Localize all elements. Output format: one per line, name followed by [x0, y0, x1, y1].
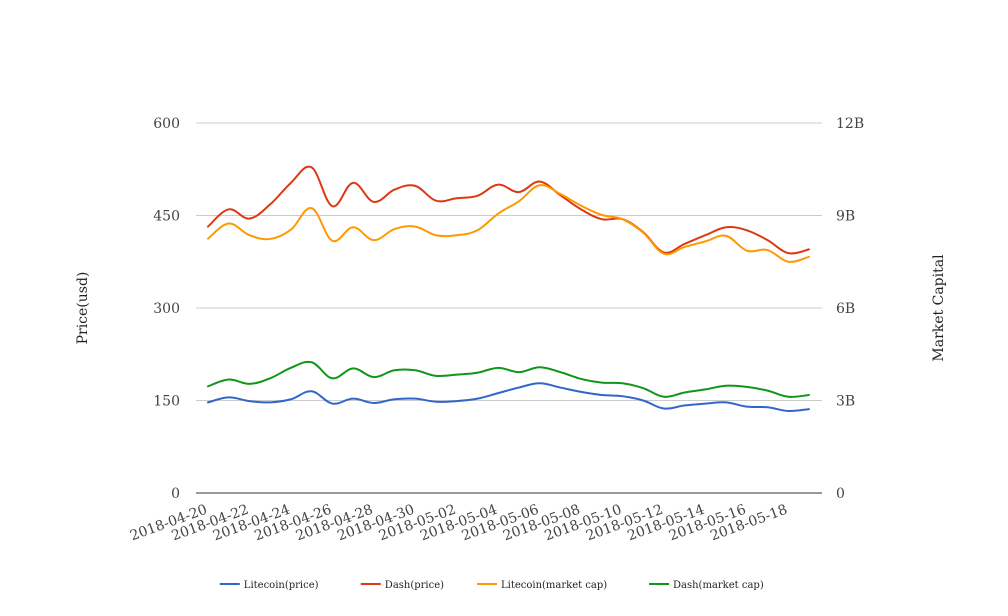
left-tick-label: 300 — [153, 301, 180, 317]
left-axis-title: Price(usd) — [75, 272, 91, 345]
legend-item: Dash(price) — [360, 580, 444, 591]
right-tick-label: 6B — [836, 301, 855, 317]
legend-label: Litecoin(market cap) — [501, 580, 607, 591]
legend-item: Litecoin(market cap) — [477, 580, 607, 591]
legend-item: Litecoin(price) — [219, 580, 319, 591]
legend-label: Dash(price) — [385, 580, 444, 591]
left-tick-label: 450 — [153, 209, 180, 225]
legend: Litecoin(price) Dash(price) Litecoin(marke… — [219, 580, 764, 591]
series-lines — [207, 165, 810, 413]
legend-label: Litecoin(price) — [244, 580, 319, 591]
left-tick-label: 0 — [171, 486, 180, 502]
legend-item: Dash(market cap) — [649, 580, 764, 591]
grid-lines — [196, 122, 822, 401]
series-line-litecoin-market-cap — [207, 184, 810, 263]
legend-label: Dash(market cap) — [673, 580, 764, 591]
right-axis-title: Market Capital — [931, 254, 947, 362]
right-tick-label: 0 — [836, 486, 845, 502]
axes: 015030045060003B6B9B12B2018-04-202018-04… — [75, 116, 947, 544]
series-line-litecoin-price — [207, 382, 810, 413]
series-line-dash-price — [207, 165, 810, 255]
right-tick-label: 9B — [836, 209, 855, 225]
right-tick-label: 3B — [836, 394, 855, 410]
left-tick-label: 150 — [153, 394, 180, 410]
series-line-dash-market-cap — [207, 360, 810, 398]
right-tick-label: 12B — [836, 116, 864, 132]
left-tick-label: 600 — [153, 116, 180, 132]
